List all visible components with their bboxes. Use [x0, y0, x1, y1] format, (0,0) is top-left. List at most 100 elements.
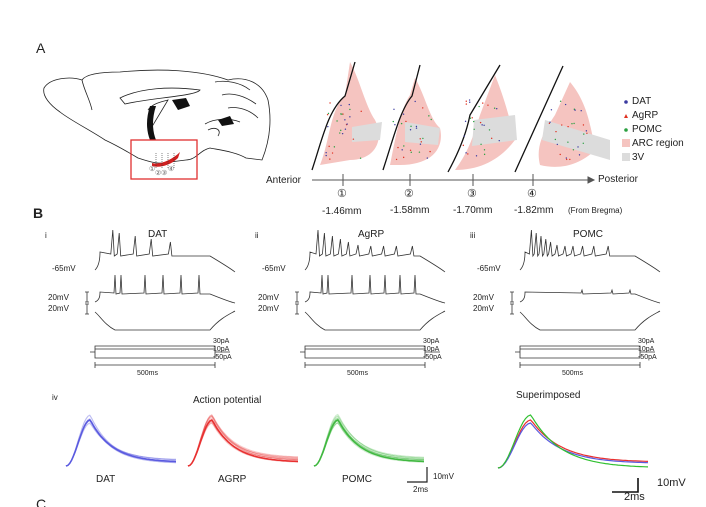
- depolarizing-trace-low: [94, 274, 236, 304]
- arc-highlight: [152, 152, 180, 167]
- subpanel-index: ii: [255, 231, 259, 240]
- superimposed-trace: [497, 422, 649, 469]
- neuron-marker: [415, 127, 418, 129]
- neuron-marker: [567, 141, 569, 143]
- neuron-marker: [482, 102, 484, 104]
- brain-sagittal-outline: [43, 69, 271, 164]
- neuron-marker: [352, 138, 355, 140]
- neuron-marker: [498, 139, 500, 142]
- voltage-scale-label: 20mV: [48, 304, 69, 313]
- neuron-marker: [496, 108, 498, 110]
- neuron-marker: [586, 132, 588, 134]
- neuron-marker: [559, 153, 561, 156]
- neuron-marker: [360, 110, 362, 113]
- section-marker: ④: [527, 188, 537, 200]
- neuron-marker: [414, 100, 416, 103]
- neuron-marker: [465, 152, 467, 154]
- neuron-marker: [490, 137, 493, 140]
- neuron-marker: [585, 130, 588, 132]
- neuron-marker: [422, 107, 424, 109]
- neuron-marker: [342, 113, 344, 115]
- legend-marks: [622, 100, 630, 161]
- neuron-marker: [346, 123, 348, 125]
- inset-marker: ④: [168, 166, 175, 173]
- neuron-marker: [462, 144, 465, 147]
- neuron-marker: [429, 150, 431, 153]
- neuron-marker: [418, 151, 421, 153]
- neuron-marker: [473, 128, 475, 130]
- neuron-marker: [349, 108, 351, 111]
- neuron-marker: [465, 100, 467, 102]
- neuron-marker: [475, 155, 478, 157]
- ap-trace: [313, 417, 425, 467]
- neuron-marker: [409, 129, 412, 131]
- arc-region: [390, 78, 441, 165]
- panel-label-a: A: [36, 40, 46, 56]
- anterior-posterior-axis: [312, 174, 596, 186]
- ap-label-dat: DAT: [96, 474, 116, 485]
- neuron-marker: [393, 108, 395, 110]
- neuron-marker: [420, 141, 422, 143]
- neuron-marker: [463, 135, 465, 137]
- neuron-marker: [577, 146, 579, 148]
- superimposed-title: Superimposed: [516, 390, 581, 401]
- neuron-marker: [493, 107, 496, 109]
- voltage-scale-bar: [85, 291, 89, 315]
- ap-trace: [187, 417, 299, 467]
- ap-scale-v: 10mV: [433, 472, 454, 481]
- ap-trace: [65, 422, 177, 467]
- neuron-marker: [341, 113, 343, 115]
- neuron-marker: [394, 124, 396, 126]
- neuron-marker: [395, 158, 398, 161]
- neuron-marker: [325, 154, 327, 157]
- neuron-marker: [487, 104, 489, 106]
- neuron-marker: [403, 145, 405, 147]
- axis-label-posterior: Posterior: [598, 174, 639, 185]
- stimulus-amplitude-label: -50pA: [213, 354, 232, 361]
- neuron-marker: [468, 99, 471, 101]
- ap-overlay-dat: [65, 414, 177, 467]
- voltage-scale-label: 20mV: [258, 304, 279, 313]
- section-marker: ①: [337, 188, 347, 200]
- arc-section-3: [447, 64, 517, 173]
- neuron-marker: [400, 122, 403, 125]
- neuron-marker: [580, 110, 582, 112]
- ap-overlay-pomc: [313, 413, 425, 467]
- stimulus-amplitude-label: 10pA: [213, 346, 230, 353]
- duration-bar: [519, 362, 641, 368]
- stimulus-amplitude-label: 10pA: [638, 346, 655, 353]
- depolarizing-trace-low: [304, 274, 446, 304]
- legend-dat: DAT: [632, 96, 652, 107]
- neuron-marker: [548, 122, 551, 125]
- region-highlight-box: [130, 139, 198, 180]
- arc-section-4: [514, 65, 610, 173]
- hyperpolarizing-trace: [94, 310, 236, 331]
- neuron-marker: [344, 119, 346, 121]
- stimulus-amplitude-label: 30pA: [423, 338, 440, 345]
- resting-potential-label: -65mV: [52, 264, 76, 273]
- ap-trace: [313, 413, 424, 467]
- neuron-marker: [556, 143, 559, 146]
- trace-title-pomc: POMC: [573, 229, 603, 240]
- neuron-marker: [582, 124, 585, 126]
- neuron-marker: [469, 101, 471, 103]
- duration-label: 500ms: [137, 370, 159, 377]
- ap-mean-trace: [65, 419, 177, 467]
- neuron-marker: [465, 103, 468, 105]
- voltage-scale-label: 20mV: [48, 293, 69, 302]
- neuron-marker: [392, 120, 394, 123]
- superimposed-trace: [497, 414, 649, 469]
- voltage-scale-bar: [295, 291, 299, 315]
- pomc-legend-dot: [624, 128, 628, 132]
- stimulus-amplitude-label: -50pA: [638, 354, 657, 361]
- third-ventricle: [542, 120, 610, 160]
- panel-label-b: B: [33, 205, 44, 221]
- resting-potential-label: -65mV: [477, 264, 501, 273]
- neuron-marker: [410, 151, 412, 154]
- ap-trace: [313, 422, 425, 467]
- neuron-marker: [428, 115, 430, 117]
- ap-trace: [313, 415, 425, 467]
- neuron-marker: [555, 130, 557, 133]
